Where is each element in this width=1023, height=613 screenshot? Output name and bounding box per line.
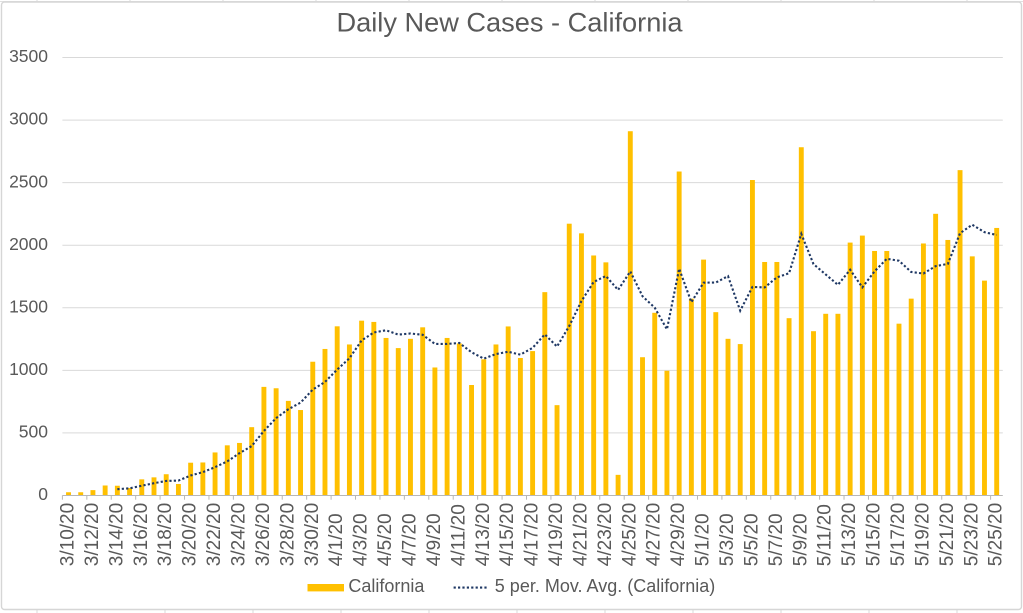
svg-text:5/11/20: 5/11/20 <box>815 504 836 566</box>
svg-text:5/25/20: 5/25/20 <box>986 503 1007 566</box>
svg-text:1500: 1500 <box>9 296 48 316</box>
svg-text:3/14/20: 3/14/20 <box>106 503 127 566</box>
svg-text:3/30/20: 3/30/20 <box>302 503 323 566</box>
svg-text:5/13/20: 5/13/20 <box>839 503 860 566</box>
svg-text:3/26/20: 3/26/20 <box>253 503 274 566</box>
svg-text:2500: 2500 <box>9 171 48 191</box>
svg-text:3/18/20: 3/18/20 <box>155 503 176 566</box>
svg-text:4/11/20: 4/11/20 <box>448 504 469 566</box>
svg-text:4/9/20: 4/9/20 <box>424 513 445 566</box>
svg-text:3/12/20: 3/12/20 <box>82 503 103 566</box>
svg-text:4/3/20: 4/3/20 <box>351 513 372 566</box>
svg-text:5 per. Mov. Avg. (California): 5 per. Mov. Avg. (California) <box>495 576 715 596</box>
svg-text:5/17/20: 5/17/20 <box>888 503 909 566</box>
svg-text:3000: 3000 <box>9 109 48 129</box>
svg-text:3/24/20: 3/24/20 <box>228 503 249 566</box>
svg-text:2000: 2000 <box>9 234 48 254</box>
svg-text:4/19/20: 4/19/20 <box>546 503 567 566</box>
svg-text:4/25/20: 4/25/20 <box>619 503 640 566</box>
svg-text:5/5/20: 5/5/20 <box>741 513 762 566</box>
svg-text:5/3/20: 5/3/20 <box>717 513 738 566</box>
svg-text:4/27/20: 4/27/20 <box>644 503 665 566</box>
svg-text:4/21/20: 4/21/20 <box>570 503 591 566</box>
svg-text:1000: 1000 <box>9 359 48 379</box>
svg-text:5/7/20: 5/7/20 <box>766 513 787 566</box>
svg-text:5/9/20: 5/9/20 <box>790 513 811 566</box>
svg-text:5/21/20: 5/21/20 <box>937 503 958 566</box>
svg-text:California: California <box>348 576 425 596</box>
svg-text:4/29/20: 4/29/20 <box>668 503 689 566</box>
svg-text:4/15/20: 4/15/20 <box>497 503 518 566</box>
svg-text:4/5/20: 4/5/20 <box>375 513 396 566</box>
svg-text:3/28/20: 3/28/20 <box>277 503 298 566</box>
svg-text:5/15/20: 5/15/20 <box>864 503 885 566</box>
svg-text:5/19/20: 5/19/20 <box>912 503 933 566</box>
svg-text:3/16/20: 3/16/20 <box>131 503 152 566</box>
svg-text:4/13/20: 4/13/20 <box>473 503 494 566</box>
svg-text:5/23/20: 5/23/20 <box>961 503 982 566</box>
svg-text:3/10/20: 3/10/20 <box>58 503 79 566</box>
svg-text:500: 500 <box>19 422 48 442</box>
svg-text:5/1/20: 5/1/20 <box>693 513 714 566</box>
svg-text:4/1/20: 4/1/20 <box>326 513 347 566</box>
svg-text:0: 0 <box>38 484 48 504</box>
svg-text:3/20/20: 3/20/20 <box>180 503 201 566</box>
svg-text:4/7/20: 4/7/20 <box>399 513 420 566</box>
svg-text:Daily New Cases - California: Daily New Cases - California <box>337 7 684 38</box>
svg-text:4/23/20: 4/23/20 <box>595 503 616 566</box>
svg-text:3/22/20: 3/22/20 <box>204 503 225 566</box>
svg-text:4/17/20: 4/17/20 <box>522 503 543 566</box>
svg-text:3500: 3500 <box>9 46 48 66</box>
